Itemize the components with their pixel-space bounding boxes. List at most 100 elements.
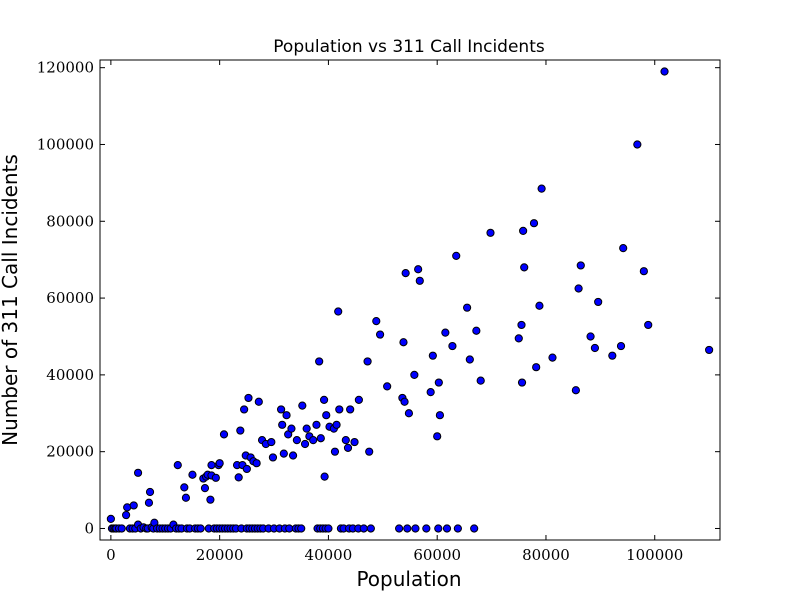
data-point — [532, 363, 541, 372]
data-point — [514, 334, 523, 343]
data-point — [282, 411, 291, 420]
y-tick-label: 0 — [84, 519, 94, 537]
data-point — [312, 420, 321, 429]
data-point — [453, 524, 462, 533]
data-point — [537, 184, 546, 193]
data-point — [309, 436, 318, 445]
data-point — [181, 493, 191, 502]
data-points — [106, 67, 714, 533]
data-point — [486, 228, 495, 237]
data-point — [576, 261, 585, 270]
data-point — [619, 244, 628, 253]
data-point — [268, 453, 278, 462]
y-tick-label: 120000 — [37, 59, 94, 77]
data-point — [383, 382, 392, 391]
y-tick-label: 60000 — [46, 289, 94, 307]
data-point — [519, 226, 528, 235]
data-point — [472, 326, 481, 335]
data-point — [586, 332, 595, 341]
data-point — [211, 473, 220, 482]
data-point — [452, 251, 461, 260]
y-tick-label: 40000 — [46, 366, 94, 384]
data-point — [180, 483, 189, 492]
data-point — [315, 357, 324, 366]
data-point — [278, 420, 287, 429]
data-point — [463, 303, 472, 312]
data-point — [200, 484, 210, 493]
data-point — [207, 461, 216, 470]
data-point — [442, 524, 452, 533]
data-point — [322, 411, 331, 420]
data-point — [517, 320, 526, 330]
data-point — [448, 341, 457, 351]
y-tick-label: 20000 — [46, 443, 94, 461]
data-point — [133, 468, 143, 477]
data-point — [122, 510, 131, 520]
data-point — [316, 434, 325, 443]
data-point — [242, 464, 251, 474]
data-point — [365, 447, 374, 456]
data-point — [639, 267, 648, 276]
data-point — [188, 470, 197, 479]
data-point — [400, 397, 409, 406]
data-point — [548, 353, 557, 362]
chart-title: Population vs 311 Call Incidents — [273, 37, 545, 57]
data-point — [196, 524, 205, 533]
axis-ticks: 0 20000 40000 60000 80000 100000 0 20000 40000 60… — [37, 59, 720, 564]
data-point — [297, 524, 306, 533]
data-point — [660, 67, 669, 76]
data-point — [236, 426, 245, 435]
data-point — [529, 219, 539, 228]
data-point — [334, 307, 343, 316]
data-point — [277, 405, 286, 414]
data-point — [574, 284, 583, 293]
data-point — [288, 451, 298, 460]
data-point — [144, 498, 154, 507]
data-point — [332, 420, 341, 429]
data-point — [206, 495, 215, 504]
data-point — [300, 439, 310, 449]
data-point — [616, 341, 626, 351]
data-point — [395, 524, 404, 533]
data-point — [234, 473, 243, 482]
data-point — [145, 487, 155, 497]
data-point — [350, 437, 359, 447]
data-point — [319, 395, 329, 404]
data-point — [415, 276, 424, 285]
data-point — [106, 514, 115, 523]
data-point — [279, 449, 288, 458]
data-point — [372, 317, 381, 326]
data-point — [287, 424, 296, 433]
data-point — [399, 338, 408, 347]
data-point — [401, 269, 410, 278]
x-tick-label: 20000 — [196, 546, 244, 564]
data-point — [359, 524, 368, 533]
data-point — [435, 411, 445, 420]
data-point — [414, 265, 423, 274]
data-point — [705, 345, 714, 355]
data-point — [324, 524, 333, 533]
data-point — [590, 343, 600, 353]
data-point — [215, 459, 224, 468]
data-point — [433, 432, 442, 441]
data-point — [633, 140, 642, 149]
data-point — [571, 386, 580, 395]
data-point — [476, 376, 485, 385]
x-tick-label: 80000 — [522, 546, 570, 564]
x-tick-label: 0 — [106, 546, 116, 564]
data-point — [535, 301, 544, 310]
data-point — [608, 351, 617, 360]
data-point — [428, 351, 437, 360]
data-point — [426, 388, 435, 397]
data-point — [594, 297, 603, 307]
data-point — [470, 524, 479, 533]
x-axis-label: Population — [356, 567, 461, 591]
data-point — [330, 447, 340, 456]
data-point — [403, 524, 412, 533]
y-tick-label: 80000 — [46, 212, 94, 230]
data-point — [644, 320, 653, 330]
y-axis-label: Number of 311 Call Incidents — [0, 154, 22, 446]
data-point — [410, 370, 419, 379]
